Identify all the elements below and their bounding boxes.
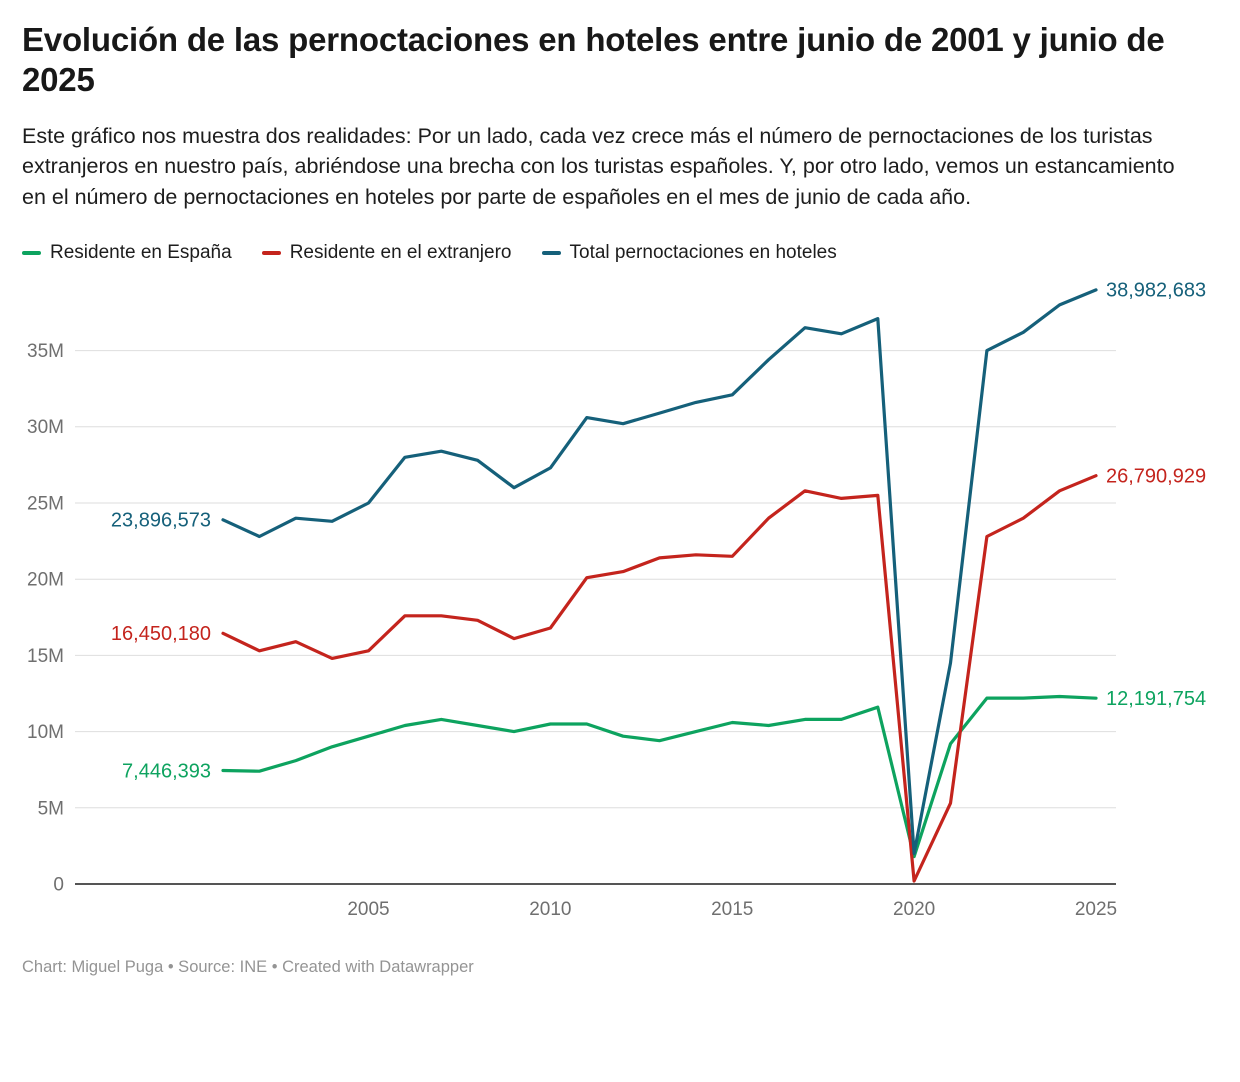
legend-item-total: Total pernoctaciones en hoteles — [541, 242, 837, 264]
y-tick-label: 15M — [27, 646, 64, 667]
end-value-label: 26,790,929 — [1106, 466, 1206, 488]
x-axis-labels: 2005 2010 2015 2020 2025 — [347, 899, 1117, 920]
page-title: Evolución de las pernoctaciones en hotel… — [22, 21, 1165, 99]
x-tick-label: 2015 — [711, 899, 753, 920]
legend-label: Total pernoctaciones en hoteles — [569, 242, 837, 264]
end-value-label: 12,191,754 — [1106, 688, 1206, 710]
x-tick-label: 2020 — [893, 899, 935, 920]
legend-label: Residente en el extranjero — [289, 242, 512, 264]
start-value-label: 7,446,393 — [122, 760, 211, 782]
series-line — [221, 694, 1098, 859]
x-tick-label: 2025 — [1075, 899, 1117, 920]
series-line — [221, 288, 1098, 856]
y-tick-label: 20M — [27, 570, 64, 591]
end-value-label: 38,982,683 — [1106, 280, 1206, 302]
attribution-footer: Chart: Miguel Puga • Source: INE • Creat… — [22, 958, 474, 977]
legend-item-residente-espana: Residente en España — [22, 242, 232, 264]
start-value-label: 23,896,573 — [111, 510, 211, 532]
legend: Residente en España Residente en el extr… — [22, 242, 1200, 264]
legend-swatch-icon — [261, 251, 281, 256]
y-tick-label: 0 — [53, 875, 64, 896]
legend-item-residente-extranjero: Residente en el extranjero — [261, 242, 512, 264]
legend-swatch-icon — [22, 251, 41, 256]
y-tick-label: 35M — [27, 341, 64, 362]
legend-swatch-icon — [541, 251, 561, 256]
legend-label: Residente en España — [50, 242, 232, 264]
line-chart: 0 5M 10M 15M 20M 25M 30M 35M 2005 2010 2015 2020 202… — [27, 280, 1206, 920]
y-tick-label: 10M — [27, 722, 64, 743]
gridlines: 0 5M 10M 15M 20M 25M 30M 35M — [27, 341, 1116, 896]
y-tick-label: 30M — [27, 417, 64, 438]
start-value-label: 16,450,180 — [111, 623, 211, 645]
y-tick-label: 25M — [27, 493, 64, 514]
x-tick-label: 2005 — [347, 899, 389, 920]
y-tick-label: 5M — [38, 798, 64, 819]
x-tick-label: 2010 — [529, 899, 571, 920]
series-line — [221, 474, 1098, 883]
chart-description: Este gráfico nos muestra dos realidades:… — [22, 123, 1175, 209]
